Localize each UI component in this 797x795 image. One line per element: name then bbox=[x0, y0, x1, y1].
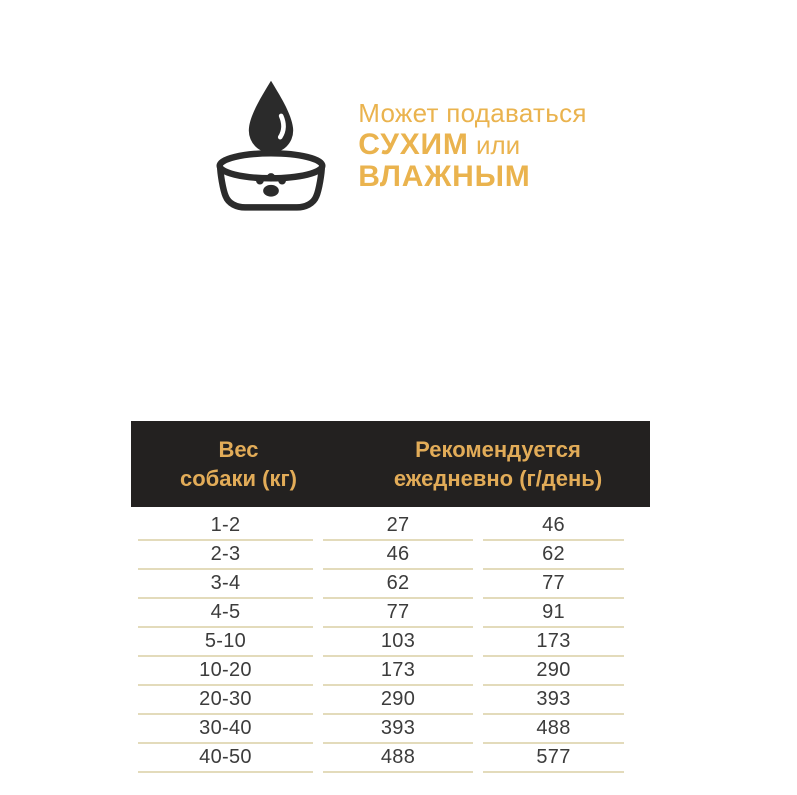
serving-line-1: Может подаваться bbox=[358, 98, 587, 128]
min-grams-cell: 27 bbox=[323, 512, 473, 541]
weight-column-header: Вес собаки (кг) bbox=[131, 435, 346, 493]
table-row: 3-4 62 77 bbox=[131, 570, 650, 599]
weight-cell: 10-20 bbox=[138, 657, 313, 686]
max-grams-cell: 577 bbox=[483, 744, 624, 773]
paw-print-icon bbox=[256, 173, 287, 197]
min-grams-cell: 488 bbox=[323, 744, 473, 773]
table-row: 5-10 103 173 bbox=[131, 628, 650, 657]
serving-info-block: Может подаваться СУХИМ или ВЛАЖНЫМ bbox=[0, 78, 797, 212]
min-grams-cell: 46 bbox=[323, 541, 473, 570]
weight-cell: 4-5 bbox=[138, 599, 313, 628]
max-grams-cell: 393 bbox=[483, 686, 624, 715]
max-grams-cell: 290 bbox=[483, 657, 624, 686]
max-grams-cell: 77 bbox=[483, 570, 624, 599]
weight-cell: 20-30 bbox=[138, 686, 313, 715]
recommended-header-line-1: Рекомендуется bbox=[415, 437, 581, 462]
table-row: 10-20 173 290 bbox=[131, 657, 650, 686]
max-grams-cell: 488 bbox=[483, 715, 624, 744]
serving-dry-label: СУХИМ bbox=[358, 128, 469, 161]
table-row: 2-3 46 62 bbox=[131, 541, 650, 570]
weight-cell: 1-2 bbox=[138, 512, 313, 541]
feeding-table-body: 1-2 27 46 2-3 46 62 3-4 62 77 4-5 77 91 5-10 103 173 10… bbox=[131, 512, 650, 773]
serving-text: Может подаваться СУХИМ или ВЛАЖНЫМ bbox=[358, 97, 587, 193]
weight-cell: 5-10 bbox=[138, 628, 313, 657]
table-row: 40-50 488 577 bbox=[131, 744, 650, 773]
min-grams-cell: 173 bbox=[323, 657, 473, 686]
table-row: 30-40 393 488 bbox=[131, 715, 650, 744]
feeding-infographic: Может подаваться СУХИМ или ВЛАЖНЫМ Вес с… bbox=[0, 78, 797, 795]
min-grams-cell: 393 bbox=[323, 715, 473, 744]
max-grams-cell: 46 bbox=[483, 512, 624, 541]
drop-highlight bbox=[278, 113, 286, 140]
min-grams-cell: 103 bbox=[323, 628, 473, 657]
serving-line-2: СУХИМ или bbox=[358, 129, 587, 161]
feeding-table-header: Вес собаки (кг) Рекомендуется ежедневно … bbox=[131, 421, 650, 507]
max-grams-cell: 173 bbox=[483, 628, 624, 657]
max-grams-cell: 62 bbox=[483, 541, 624, 570]
weight-header-line-1: Вес bbox=[218, 437, 259, 462]
table-row: 4-5 77 91 bbox=[131, 599, 650, 628]
serving-or-label: или bbox=[475, 130, 521, 160]
min-grams-cell: 62 bbox=[323, 570, 473, 599]
table-row: 1-2 27 46 bbox=[131, 512, 650, 541]
table-row: 20-30 290 393 bbox=[131, 686, 650, 715]
recommended-header-line-2: ежедневно (г/день) bbox=[393, 466, 603, 491]
water-drop-bowl-icon bbox=[216, 80, 326, 211]
recommended-column-header: Рекомендуется ежедневно (г/день) bbox=[346, 435, 650, 493]
weight-cell: 40-50 bbox=[138, 744, 313, 773]
water-drop-icon bbox=[249, 80, 294, 153]
serving-wet-label: ВЛАЖНЫМ bbox=[358, 160, 531, 193]
min-grams-cell: 290 bbox=[323, 686, 473, 715]
weight-cell: 3-4 bbox=[138, 570, 313, 599]
weight-cell: 2-3 bbox=[138, 541, 313, 570]
weight-header-line-2: собаки (кг) bbox=[180, 466, 297, 491]
max-grams-cell: 91 bbox=[483, 599, 624, 628]
weight-cell: 30-40 bbox=[138, 715, 313, 744]
min-grams-cell: 77 bbox=[323, 599, 473, 628]
feeding-table: Вес собаки (кг) Рекомендуется ежедневно … bbox=[131, 421, 650, 773]
